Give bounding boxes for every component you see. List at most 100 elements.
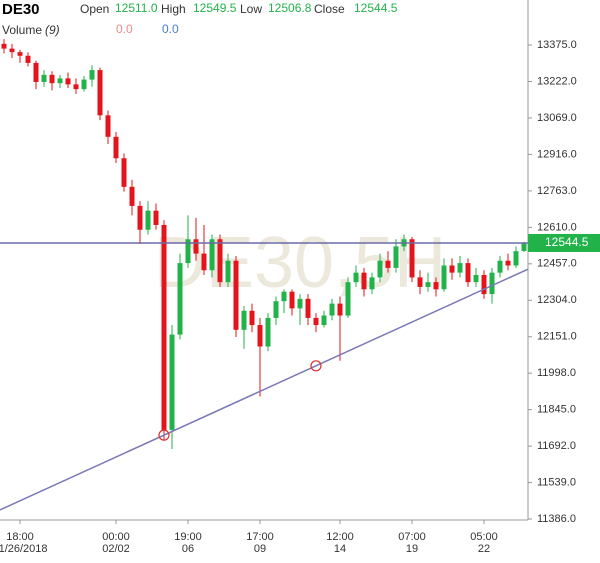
close-label: Close — [314, 2, 345, 16]
symbol: DE30 — [2, 1, 40, 18]
candle-body — [169, 334, 175, 430]
candle-body — [329, 303, 335, 316]
candle-body — [17, 52, 23, 56]
volume-a: 0.0 — [116, 22, 133, 36]
low-value: 12506.8 — [268, 1, 312, 15]
low-label: Low — [240, 2, 262, 16]
high-label: High — [161, 2, 186, 16]
y-tick-label: 12763.0 — [537, 185, 577, 197]
x-tick-date: 02/02 — [102, 543, 130, 555]
open-label: Open — [80, 2, 109, 16]
x-tick-time: 17:00 — [246, 531, 274, 543]
y-tick-label: 12916.0 — [537, 148, 577, 160]
y-tick-label: 13069.0 — [537, 112, 577, 124]
high-value: 12549.5 — [193, 1, 237, 15]
x-tick-date: 19 — [406, 543, 418, 555]
candle-body — [425, 282, 431, 287]
candle-body — [241, 310, 247, 330]
volume-period: (9) — [45, 23, 60, 37]
candle-body — [305, 298, 311, 318]
candle-body — [89, 70, 95, 80]
candle-body — [465, 263, 471, 283]
x-tick-date: 01/26/2018 — [0, 543, 48, 555]
candle-body — [225, 260, 231, 283]
candle-body — [337, 303, 343, 316]
candle-body — [281, 291, 287, 302]
candle-body — [201, 253, 207, 271]
candle-body — [233, 260, 239, 330]
candle-body — [177, 263, 183, 335]
candle-body — [193, 239, 199, 254]
candle-body — [273, 301, 279, 318]
y-tick-label: 11692.0 — [537, 440, 576, 452]
x-tick-time: 12:00 — [326, 531, 354, 543]
candle-body — [41, 74, 47, 82]
y-tick-label: 11845.0 — [537, 404, 576, 416]
candle-body — [313, 317, 319, 326]
candle-body — [145, 210, 151, 230]
close-value: 12544.5 — [354, 1, 398, 15]
candle-body — [265, 317, 271, 347]
x-tick-date: 14 — [334, 543, 346, 555]
candle-body — [97, 70, 103, 116]
candle-body — [489, 272, 495, 295]
candle-body — [473, 275, 479, 283]
candle-body — [441, 265, 447, 290]
x-tick-date: 06 — [182, 543, 194, 555]
y-tick-label: 11386.0 — [537, 513, 576, 525]
candle-body — [153, 210, 159, 225]
x-tick-time: 18:00 — [6, 531, 34, 543]
candle-body — [417, 277, 423, 287]
y-tick-label: 12304.0 — [537, 294, 577, 306]
candle-body — [137, 205, 143, 230]
candle-body — [457, 263, 463, 273]
candle-body — [257, 325, 263, 347]
candle-body — [33, 62, 39, 82]
y-tick-label: 12151.0 — [537, 331, 577, 343]
y-tick-label: 11998.0 — [537, 367, 576, 379]
candle-body — [377, 260, 383, 278]
touch-point — [310, 360, 322, 372]
volume-b: 0.0 — [162, 22, 179, 36]
candle-body — [105, 115, 111, 137]
candle-body — [217, 239, 223, 283]
y-tick-label: 13375.0 — [537, 39, 577, 51]
candle-body — [57, 78, 63, 84]
candle-body — [345, 282, 351, 316]
touch-point — [158, 429, 170, 441]
candle-body — [513, 251, 519, 266]
candle-body — [521, 242, 527, 251]
watermark: DE30,5H — [154, 223, 446, 303]
candle-body — [113, 136, 119, 159]
candle-body — [249, 310, 255, 326]
candle-body — [505, 260, 511, 266]
x-tick-date: 09 — [254, 543, 266, 555]
candle-body — [393, 246, 399, 268]
price-tag — [528, 233, 600, 252]
candle-body — [25, 55, 31, 63]
candle-body — [73, 84, 79, 90]
candle-body — [449, 265, 455, 273]
x-tick-time: 19:00 — [174, 531, 202, 543]
candle-body — [361, 272, 367, 290]
x-tick-time: 05:00 — [470, 531, 498, 543]
volume-label: Volume — [2, 23, 42, 37]
trendline — [0, 268, 529, 511]
candle-body — [9, 48, 15, 53]
x-tick-time: 00:00 — [102, 531, 130, 543]
y-tick-label: 12457.0 — [537, 258, 577, 270]
candle-body — [185, 239, 191, 264]
candle-body — [161, 224, 167, 430]
y-tick-label: 12610.0 — [537, 221, 577, 233]
candle-body — [121, 158, 127, 187]
x-tick-date: 22 — [478, 543, 490, 555]
candle-body — [49, 74, 55, 84]
candle-body — [409, 239, 415, 278]
x-tick-time: 07:00 — [398, 531, 426, 543]
price-tag-label: 12544.5 — [545, 235, 589, 249]
candle-body — [481, 275, 487, 295]
y-tick-label: 11539.0 — [537, 476, 576, 488]
candle-body — [65, 78, 71, 85]
candle-body — [385, 260, 391, 268]
